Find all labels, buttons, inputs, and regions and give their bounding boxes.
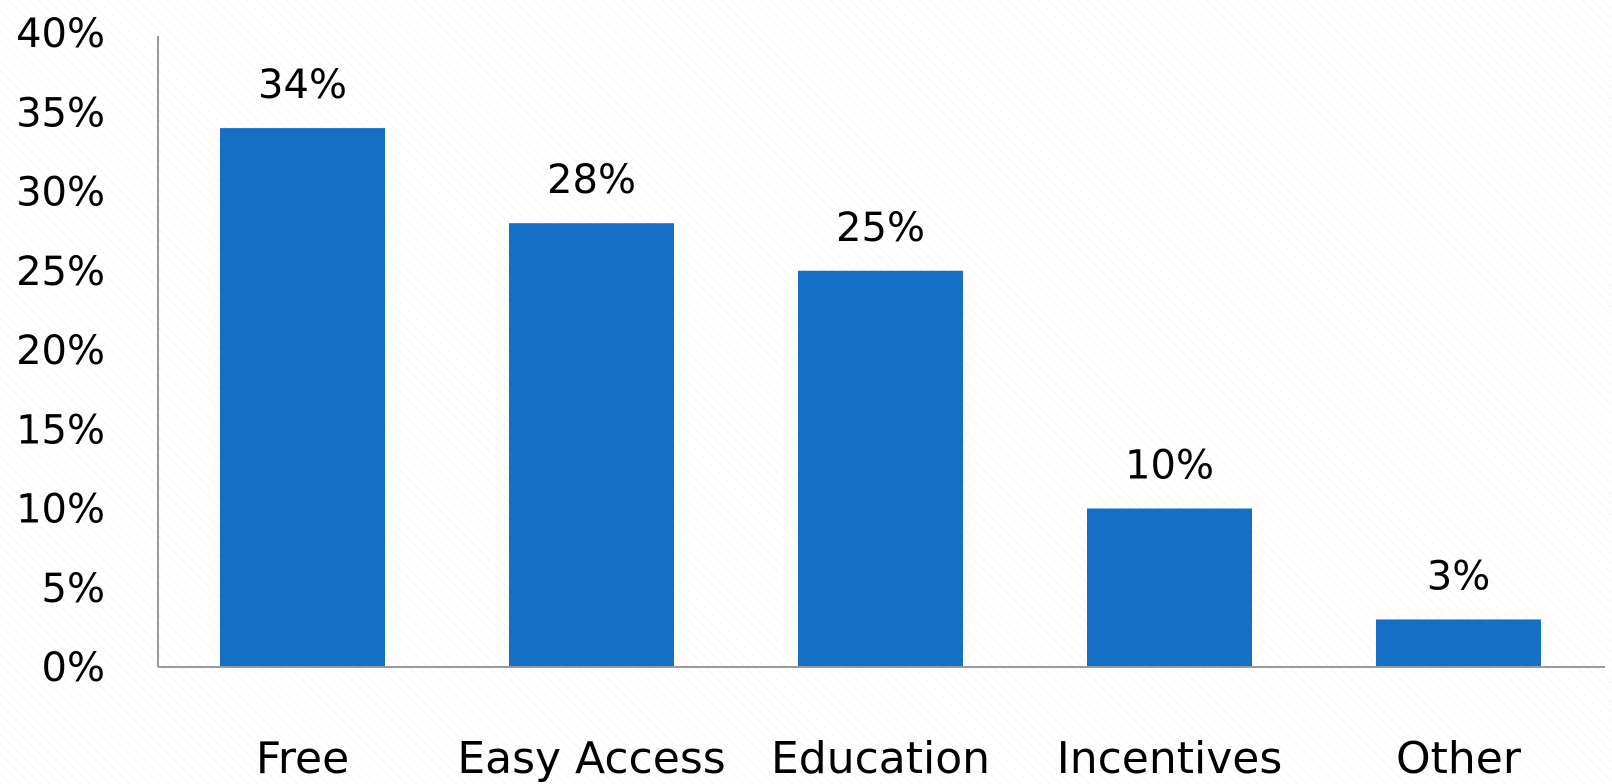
x-tick-label: Free: [256, 733, 349, 784]
data-label: 28%: [547, 157, 636, 203]
data-label: 34%: [258, 62, 347, 108]
x-tick-label: Education: [771, 733, 990, 784]
x-axis-labels: Free Easy Access Education Incentives Other: [256, 733, 1522, 784]
data-label: 10%: [1125, 443, 1214, 489]
x-tick-label: Easy Access: [457, 733, 725, 784]
bar: [1376, 619, 1541, 667]
y-tick-label: 25%: [16, 249, 105, 295]
y-tick-label: 10%: [16, 487, 105, 533]
x-tick-label: Incentives: [1057, 733, 1283, 784]
bar: [1087, 508, 1252, 667]
y-tick-label: 40%: [16, 11, 105, 57]
y-tick-label: 5%: [42, 566, 105, 612]
data-label: 3%: [1427, 553, 1490, 599]
y-tick-label: 35%: [16, 90, 105, 136]
data-labels: 34% 28% 25% 10% 3%: [258, 62, 1490, 599]
y-tick-label: 0%: [42, 645, 105, 691]
axes: [157, 36, 1605, 668]
bars: [220, 128, 1541, 668]
bar: [798, 270, 963, 667]
y-tick-label: 15%: [16, 407, 105, 453]
data-label: 25%: [836, 205, 925, 251]
x-tick-label: Other: [1396, 733, 1522, 784]
y-tick-label: 20%: [16, 328, 105, 374]
bar: [509, 223, 674, 667]
y-tick-label: 30%: [16, 170, 105, 216]
bar: [220, 128, 385, 668]
y-axis-ticks: 0% 5% 10% 15% 20% 25% 30% 35% 40%: [16, 11, 105, 691]
